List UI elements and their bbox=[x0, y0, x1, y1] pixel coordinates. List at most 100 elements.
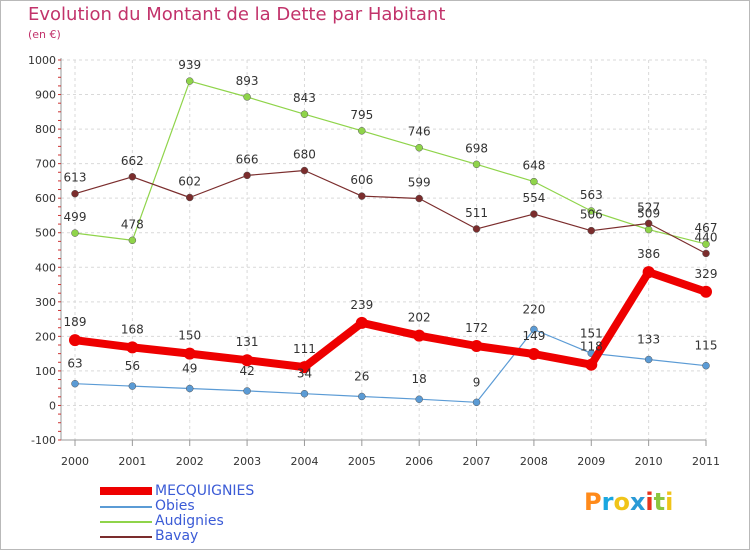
data-point bbox=[355, 316, 368, 329]
data-point bbox=[472, 398, 481, 407]
x-tick-label: 2000 bbox=[61, 455, 89, 468]
data-label: 220 bbox=[522, 302, 545, 316]
data-point bbox=[415, 143, 423, 152]
data-label: 698 bbox=[465, 141, 488, 155]
logo-letter: x bbox=[629, 488, 646, 516]
data-label: 189 bbox=[64, 315, 87, 329]
legend-swatch-audignies bbox=[100, 521, 152, 523]
y-tick-label: 700 bbox=[35, 158, 56, 171]
data-label: 386 bbox=[637, 247, 660, 261]
logo-letter: t bbox=[653, 488, 666, 516]
data-label: 680 bbox=[293, 148, 316, 162]
data-label: 666 bbox=[236, 152, 259, 166]
data-label: 115 bbox=[695, 339, 718, 353]
data-point bbox=[128, 173, 137, 181]
data-point bbox=[126, 341, 139, 354]
data-label: 131 bbox=[236, 335, 259, 349]
legend-label-obies: Obies bbox=[155, 498, 195, 514]
data-point bbox=[243, 93, 251, 101]
x-tick-label: 2011 bbox=[692, 455, 720, 468]
data-label: 49 bbox=[182, 362, 197, 376]
y-tick-label: 0 bbox=[49, 399, 56, 412]
x-tick-label: 2001 bbox=[118, 455, 146, 468]
data-point bbox=[185, 193, 194, 202]
data-point bbox=[300, 110, 309, 118]
data-point bbox=[530, 210, 538, 218]
data-label: 746 bbox=[408, 125, 431, 139]
data-label: 133 bbox=[637, 333, 660, 347]
data-point bbox=[183, 347, 196, 360]
x-tick-label: 2008 bbox=[520, 455, 548, 468]
x-tick-label: 2004 bbox=[290, 455, 318, 468]
data-label: 150 bbox=[178, 329, 201, 343]
data-label: 939 bbox=[178, 58, 201, 72]
data-point bbox=[298, 361, 311, 374]
series-line-bavay bbox=[74, 169, 707, 255]
data-label: 613 bbox=[64, 171, 87, 185]
data-point bbox=[300, 389, 309, 398]
data-point bbox=[71, 379, 79, 388]
data-point bbox=[702, 249, 710, 258]
data-point bbox=[644, 219, 653, 228]
data-label: 34 bbox=[297, 367, 312, 381]
data-point bbox=[128, 382, 137, 390]
data-point bbox=[69, 334, 81, 347]
y-tick-label: -100 bbox=[31, 434, 56, 447]
data-label: 151 bbox=[580, 326, 603, 340]
data-point bbox=[472, 160, 481, 169]
data-label: 795 bbox=[350, 108, 373, 122]
legend-swatch-mecquignies bbox=[100, 487, 152, 495]
y-tick-label: 800 bbox=[35, 123, 56, 136]
legend-label-bavay: Bavay bbox=[155, 528, 199, 544]
data-point bbox=[472, 225, 481, 233]
data-label: 149 bbox=[522, 329, 545, 343]
data-label: 467 bbox=[695, 221, 718, 235]
data-point bbox=[587, 207, 596, 215]
data-label: 599 bbox=[408, 176, 431, 190]
data-label: 239 bbox=[350, 298, 373, 312]
data-point bbox=[415, 194, 423, 203]
data-label: 506 bbox=[580, 208, 603, 222]
x-tick-label: 2010 bbox=[635, 455, 663, 468]
data-point bbox=[415, 395, 423, 403]
chart-title: Evolution du Montant de la Dette par Hab… bbox=[28, 4, 446, 25]
data-point bbox=[642, 266, 655, 279]
data-label: 26 bbox=[354, 369, 369, 383]
data-point bbox=[243, 387, 251, 395]
data-label: 18 bbox=[412, 372, 427, 386]
x-tick-label: 2002 bbox=[176, 455, 204, 468]
data-point bbox=[128, 236, 137, 245]
logo-letter: i bbox=[645, 488, 654, 516]
data-point bbox=[700, 285, 712, 298]
logo-letter: i bbox=[665, 488, 674, 516]
x-tick-label: 2009 bbox=[577, 455, 605, 468]
data-point bbox=[530, 325, 538, 334]
legend-swatch-bavay bbox=[100, 536, 152, 538]
data-point bbox=[241, 354, 254, 367]
x-tick-label: 2005 bbox=[348, 455, 376, 468]
legend-label-audignies: Audignies bbox=[155, 513, 224, 529]
data-point bbox=[527, 347, 540, 360]
legend-swatch-obies bbox=[100, 506, 152, 508]
y-tick-label: 600 bbox=[35, 192, 56, 205]
data-label: 111 bbox=[293, 342, 316, 356]
data-label: 509 bbox=[637, 207, 660, 221]
data-point bbox=[470, 340, 483, 353]
data-label: 527 bbox=[637, 200, 660, 214]
data-point bbox=[71, 189, 79, 198]
data-label: 662 bbox=[121, 154, 144, 168]
data-label: 329 bbox=[695, 267, 718, 281]
data-label: 56 bbox=[125, 359, 140, 373]
data-label: 602 bbox=[178, 174, 201, 188]
y-tick-label: 100 bbox=[35, 365, 56, 378]
data-point bbox=[413, 329, 426, 342]
data-label: 843 bbox=[293, 91, 316, 105]
logo-letter: o bbox=[613, 488, 630, 516]
data-point bbox=[530, 177, 538, 186]
chart-subtitle: (en €) bbox=[28, 28, 61, 41]
data-label: 118 bbox=[580, 340, 603, 354]
data-point bbox=[185, 77, 194, 85]
data-label: 648 bbox=[522, 159, 545, 173]
data-label: 440 bbox=[695, 230, 718, 244]
series-line-obies bbox=[74, 328, 707, 403]
